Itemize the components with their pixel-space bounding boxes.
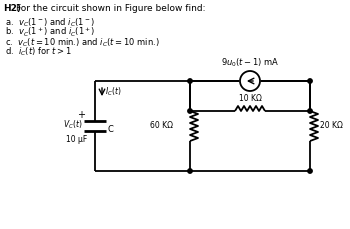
- Text: 20 KΩ: 20 KΩ: [320, 120, 343, 129]
- Text: $I_C(t)$: $I_C(t)$: [105, 85, 121, 98]
- Text: b.  $v_C(1^+)$ and $i_C(1^+)$: b. $v_C(1^+)$ and $i_C(1^+)$: [5, 26, 96, 39]
- Text: H2): H2): [3, 4, 21, 13]
- Text: c.  $v_C(t = 10$ min.$)$ and $i_C(t = 10$ min.$)$: c. $v_C(t = 10$ min.$)$ and $i_C(t = 10$…: [5, 36, 160, 48]
- Text: $V_C(t)$: $V_C(t)$: [63, 118, 83, 131]
- Circle shape: [188, 169, 192, 173]
- Text: $9u_0(t-1)$ mA: $9u_0(t-1)$ mA: [221, 56, 279, 69]
- Circle shape: [308, 169, 312, 173]
- Text: C: C: [108, 124, 114, 133]
- Text: 10 KΩ: 10 KΩ: [239, 94, 261, 103]
- Text: +: +: [77, 109, 85, 120]
- Text: 60 KΩ: 60 KΩ: [150, 120, 173, 129]
- Circle shape: [188, 79, 192, 84]
- Circle shape: [188, 109, 192, 114]
- Circle shape: [240, 72, 260, 92]
- Text: d.  $i_C(t)$ for $t>1$: d. $i_C(t)$ for $t>1$: [5, 46, 72, 58]
- Circle shape: [308, 109, 312, 114]
- Text: For the circuit shown in Figure below find:: For the circuit shown in Figure below fi…: [16, 4, 205, 13]
- Circle shape: [308, 79, 312, 84]
- Text: 10 μF: 10 μF: [66, 134, 88, 143]
- Text: a.  $v_C(1^-)$ and $i_C(1^-)$: a. $v_C(1^-)$ and $i_C(1^-)$: [5, 16, 95, 28]
